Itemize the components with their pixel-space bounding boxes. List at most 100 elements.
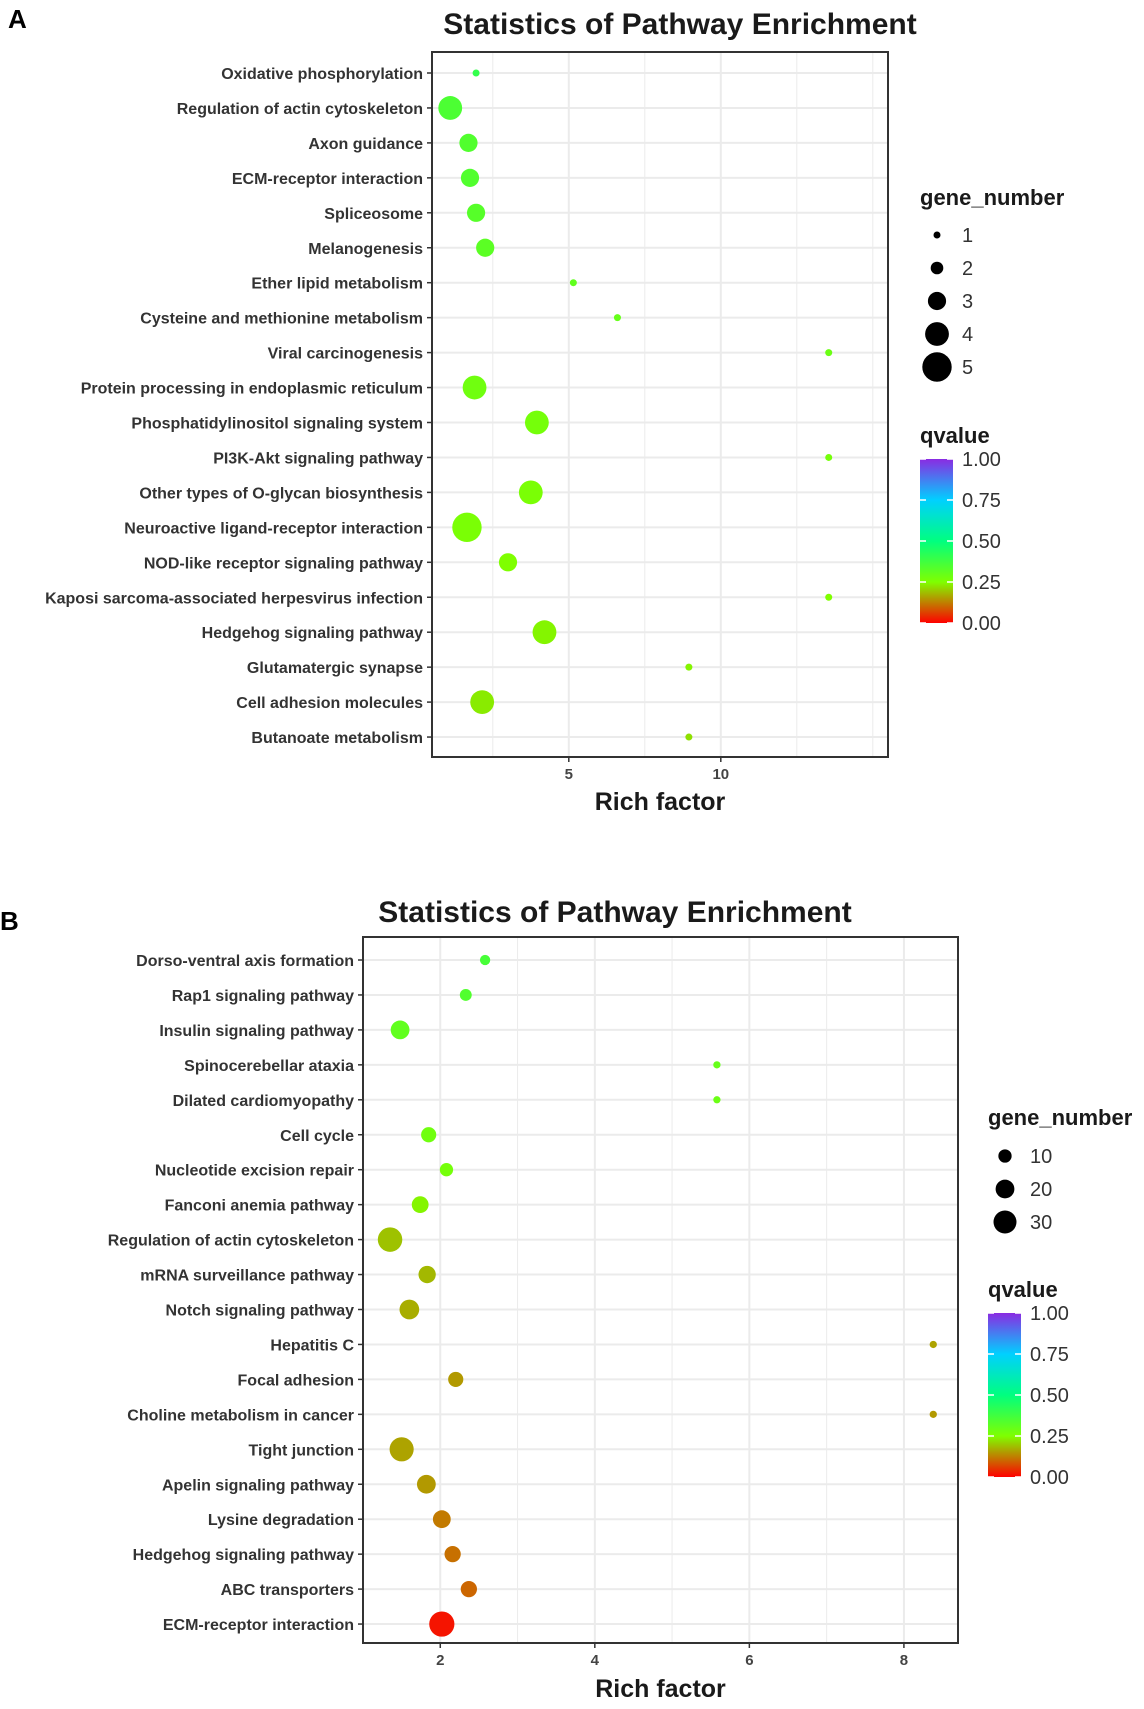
y-tick-label: Phosphatidylinositol signaling system — [131, 416, 423, 433]
data-point — [825, 593, 833, 601]
y-tick-label: Rap1 signaling pathway — [172, 988, 354, 1005]
y-tick-label: Apelin signaling pathway — [162, 1477, 354, 1494]
x-tick-label: 5 — [565, 766, 573, 783]
color-legend-label: 0.50 — [1030, 1385, 1069, 1407]
x-tick-label: 8 — [900, 1652, 908, 1669]
plot-border — [431, 51, 889, 758]
size-legend-label: 2 — [962, 258, 973, 280]
data-point — [532, 620, 557, 645]
y-tick-label: Regulation of actin cytoskeleton — [108, 1233, 354, 1250]
data-point — [459, 133, 478, 152]
data-point — [438, 96, 463, 120]
size-legend-label: 5 — [962, 357, 973, 379]
y-tick-label: Axon guidance — [308, 136, 423, 153]
data-point — [459, 989, 472, 1001]
data-point — [389, 1437, 414, 1462]
color-legend-label: 1.00 — [1030, 1303, 1069, 1325]
y-tick-label: PI3K-Akt signaling pathway — [213, 450, 423, 467]
size-legend-label: 1 — [962, 225, 973, 247]
size-legend-key — [993, 1210, 1017, 1234]
data-point — [713, 1096, 721, 1104]
data-point — [448, 1371, 464, 1387]
y-tick-label: ECM-receptor interaction — [232, 171, 423, 188]
plot-area — [363, 937, 958, 1643]
y-tick-label: Nucleotide excision repair — [155, 1163, 354, 1180]
size-legend-key — [925, 322, 949, 346]
x-tick-label: 10 — [712, 766, 729, 783]
y-tick-label: ECM-receptor interaction — [163, 1617, 354, 1634]
data-point — [524, 410, 549, 435]
color-legend-label: 0.00 — [962, 613, 1001, 635]
y-tick-label: Protein processing in endoplasmic reticu… — [81, 381, 423, 398]
plot-border — [362, 936, 959, 1644]
data-point — [439, 1163, 454, 1177]
y-tick-label: ABC transporters — [221, 1582, 354, 1599]
y-tick-label: mRNA surveillance pathway — [140, 1268, 354, 1285]
data-point — [713, 1061, 721, 1069]
data-point — [432, 1510, 451, 1529]
data-point — [444, 1546, 461, 1563]
y-tick-label: Tight junction — [249, 1442, 354, 1459]
y-tick-label: Cysteine and methionine metabolism — [140, 311, 423, 328]
data-point — [462, 375, 487, 400]
size-legend-label: 20 — [1030, 1179, 1052, 1201]
y-tick-label: Choline metabolism in cancer — [127, 1407, 354, 1424]
data-point — [416, 1474, 436, 1494]
size-legend-label: 10 — [1030, 1146, 1052, 1168]
y-tick-label: NOD-like receptor signaling pathway — [144, 555, 423, 572]
data-point — [460, 1580, 477, 1598]
y-tick-label: Oxidative phosphorylation — [221, 66, 423, 83]
x-axis-label: Rich factor — [595, 1675, 726, 1703]
data-point — [685, 733, 693, 741]
data-point — [421, 1127, 437, 1143]
y-tick-label: Spliceosome — [324, 206, 423, 223]
y-tick-label: Cell cycle — [280, 1128, 354, 1145]
y-tick-label: Hepatitis C — [270, 1337, 354, 1354]
y-tick-label: Regulation of actin cytoskeleton — [177, 101, 423, 118]
y-tick-label: Kaposi sarcoma-associated herpesvirus in… — [45, 590, 423, 607]
size-legend-key — [927, 291, 947, 311]
data-point — [825, 453, 833, 461]
panel-b: B Statistics of Pathway Enrichment Dorso-v… — [0, 896, 1133, 1703]
data-point — [825, 349, 833, 357]
data-point — [472, 69, 480, 77]
data-point — [418, 1265, 436, 1284]
data-point — [479, 954, 491, 966]
data-point — [399, 1299, 420, 1320]
size-legend-title: gene_number — [920, 185, 1065, 210]
y-tick-label: Dilated cardiomyopathy — [173, 1093, 354, 1110]
color-legend-label: 0.50 — [962, 531, 1001, 553]
data-point — [470, 690, 495, 714]
y-tick-label: Butanoate metabolism — [251, 730, 423, 747]
color-legend-label: 0.75 — [962, 490, 1001, 512]
y-tick-label: Hedgehog signaling pathway — [133, 1547, 354, 1564]
x-tick-label: 2 — [436, 1652, 444, 1669]
y-tick-label: Melanogenesis — [308, 241, 423, 258]
data-point — [452, 512, 482, 543]
y-tick-label: Hedgehog signaling pathway — [202, 625, 423, 642]
y-tick-label: Neuroactive ligand-receptor interaction — [124, 520, 423, 537]
data-point — [460, 168, 480, 187]
panel-a: A Statistics of Pathway Enrichment Oxidati… — [8, 4, 1065, 816]
x-tick-label: 6 — [745, 1652, 753, 1669]
data-point — [518, 480, 543, 505]
y-tick-label: Fanconi anemia pathway — [165, 1198, 354, 1215]
chart-title: Statistics of Pathway Enrichment — [443, 8, 916, 41]
data-point — [929, 1340, 937, 1349]
y-tick-label: Dorso-ventral axis formation — [136, 953, 354, 970]
data-point — [390, 1020, 410, 1040]
data-point — [929, 1410, 937, 1418]
data-point — [569, 279, 577, 287]
color-legend-label: 1.00 — [962, 449, 1001, 471]
color-legend-title: qvalue — [920, 423, 990, 448]
color-legend-label: 0.75 — [1030, 1344, 1069, 1366]
data-point — [411, 1196, 429, 1214]
size-legend-title: gene_number — [988, 1105, 1133, 1130]
size-legend-key — [922, 352, 952, 382]
y-tick-label: Cell adhesion molecules — [236, 695, 423, 712]
data-point — [685, 663, 693, 671]
chart-title: Statistics of Pathway Enrichment — [378, 896, 851, 929]
color-legend-label: 0.00 — [1030, 1467, 1069, 1489]
size-legend-key — [933, 231, 941, 239]
